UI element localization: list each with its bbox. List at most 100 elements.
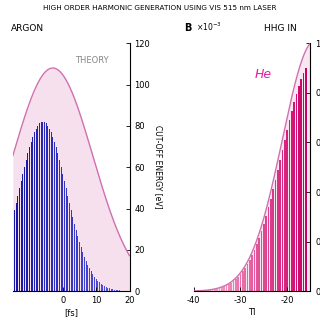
Bar [240, 274, 241, 291]
Bar [109, 288, 110, 291]
Bar [244, 268, 246, 291]
Bar [44, 122, 45, 291]
Bar [66, 188, 67, 291]
Bar [72, 217, 73, 291]
Bar [67, 196, 68, 291]
Bar [47, 125, 48, 291]
Bar [253, 250, 255, 291]
Text: $\times 10^{-3}$: $\times 10^{-3}$ [196, 21, 222, 33]
Bar [228, 284, 229, 291]
Bar [41, 122, 42, 291]
Bar [289, 120, 290, 291]
Bar [275, 180, 276, 291]
Bar [59, 160, 60, 291]
Bar [237, 277, 239, 291]
Bar [111, 289, 112, 291]
Bar [61, 167, 62, 291]
Text: THEORY: THEORY [75, 56, 109, 65]
Bar [102, 285, 103, 291]
Bar [298, 86, 300, 291]
Bar [97, 281, 98, 291]
Bar [117, 290, 118, 291]
Bar [79, 242, 80, 291]
Bar [49, 129, 50, 291]
Bar [39, 124, 40, 291]
Bar [286, 130, 288, 291]
Bar [260, 231, 262, 291]
Bar [32, 137, 33, 291]
Bar [251, 255, 253, 291]
Bar [249, 260, 251, 291]
X-axis label: TI: TI [248, 308, 256, 317]
Bar [89, 268, 90, 291]
Bar [14, 210, 15, 291]
Bar [81, 247, 82, 291]
Bar [256, 244, 258, 291]
Bar [84, 257, 85, 291]
Bar [62, 174, 63, 291]
Bar [16, 203, 17, 291]
Bar [87, 265, 88, 291]
Bar [91, 271, 92, 291]
Text: HIGH ORDER HARMONIC GENERATION USING VIS 515 nm LASER: HIGH ORDER HARMONIC GENERATION USING VIS… [43, 5, 277, 11]
Bar [223, 286, 225, 291]
Bar [19, 188, 20, 291]
Bar [36, 129, 37, 291]
Text: He: He [255, 68, 272, 81]
Bar [26, 160, 27, 291]
Y-axis label: CUT-OFF ENERGY [eV]: CUT-OFF ENERGY [eV] [154, 125, 163, 209]
Bar [216, 289, 218, 291]
Text: HHG IN: HHG IN [264, 24, 296, 33]
Bar [284, 140, 285, 291]
Bar [277, 170, 278, 291]
Bar [212, 290, 213, 291]
Bar [279, 160, 281, 291]
Bar [94, 276, 95, 291]
Bar [22, 174, 23, 291]
Bar [242, 271, 244, 291]
Bar [226, 285, 227, 291]
Bar [76, 230, 77, 291]
Bar [92, 274, 93, 291]
Bar [51, 132, 52, 291]
Bar [104, 286, 105, 291]
Bar [116, 290, 117, 291]
Bar [230, 283, 232, 291]
Bar [71, 210, 72, 291]
Bar [221, 287, 222, 291]
Bar [56, 147, 57, 291]
Bar [86, 261, 87, 291]
Bar [214, 289, 215, 291]
Bar [69, 203, 70, 291]
Bar [27, 153, 28, 291]
Bar [265, 216, 267, 291]
Bar [303, 73, 304, 291]
Bar [77, 236, 78, 291]
Bar [272, 189, 274, 291]
Bar [17, 196, 18, 291]
Bar [300, 79, 302, 291]
Bar [263, 224, 265, 291]
Bar [54, 142, 55, 291]
Bar [114, 290, 115, 291]
Bar [107, 288, 108, 291]
Bar [24, 167, 25, 291]
Bar [258, 238, 260, 291]
Bar [64, 181, 65, 291]
Bar [233, 281, 234, 291]
Bar [268, 207, 269, 291]
Bar [96, 279, 97, 291]
Bar [37, 125, 38, 291]
Bar [82, 252, 83, 291]
Bar [106, 287, 107, 291]
Bar [74, 224, 75, 291]
Bar [207, 290, 209, 291]
Bar [20, 181, 22, 291]
Bar [270, 199, 272, 291]
Bar [247, 264, 248, 291]
Bar [99, 282, 100, 291]
Bar [235, 279, 236, 291]
Bar [101, 284, 102, 291]
Bar [46, 124, 47, 291]
Bar [52, 137, 53, 291]
